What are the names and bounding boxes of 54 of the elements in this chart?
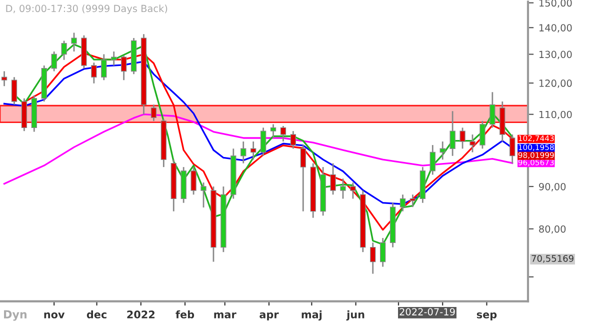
candlestick [71, 32, 77, 52]
chart-title: D, 09:00-17:30 (9999 Days Back) [6, 4, 168, 14]
candlestick [350, 182, 356, 200]
x-tick-label: dec [86, 310, 106, 318]
candlestick [430, 144, 436, 176]
candlestick [250, 140, 256, 160]
x-tick-label: nov [44, 312, 65, 318]
candlestick [330, 162, 336, 196]
candlestick [290, 130, 296, 150]
y-tick-label: 130,00 [539, 50, 572, 60]
y-tick-label: 140,00 [539, 24, 572, 32]
candlestick [101, 54, 107, 81]
y-tick-label: 80,00 [539, 225, 566, 234]
candlestick [440, 140, 446, 160]
candlestick [470, 134, 476, 153]
x-tick-label: feb [176, 310, 194, 318]
candlestick [460, 126, 466, 150]
candlestick [190, 166, 196, 196]
candlestick [480, 120, 486, 150]
candlestick [1, 70, 8, 87]
text: Dyn [4, 310, 27, 321]
x-tick-label: mar [214, 312, 236, 318]
candlestick [490, 91, 496, 128]
candlestick [260, 126, 266, 157]
x-tick-label: 2022 [127, 310, 154, 318]
x-tick-label: sep [476, 312, 497, 320]
x-tick-label: jun [346, 310, 364, 321]
candlestick [450, 110, 456, 157]
candlestick [510, 134, 516, 164]
candlestick [111, 50, 117, 66]
candlestick [11, 76, 18, 106]
y-tick-label: 90,00 [539, 182, 566, 192]
candlestick [400, 194, 406, 212]
candlestick [370, 242, 376, 275]
candlestick [61, 40, 67, 61]
candlestick [300, 144, 306, 212]
candlestick [51, 50, 57, 72]
candlestick [380, 237, 386, 268]
candlestick [91, 62, 97, 84]
candlestick [150, 104, 157, 122]
y-tick-label: 110,00 [539, 110, 572, 120]
candlestick [410, 194, 416, 208]
y-tick-label: 120,00 [539, 80, 572, 88]
candlestick [270, 124, 276, 139]
candlestick [280, 125, 286, 142]
text: 2022-07-19 [400, 308, 455, 316]
text: 70,55169 [532, 254, 574, 263]
candlestick [200, 182, 206, 208]
candlestick [340, 178, 346, 200]
candlestick [120, 54, 127, 81]
line-series [3, 114, 514, 185]
candlestick [240, 140, 246, 164]
x-tick-label: maj [302, 310, 322, 321]
x-tick-label: apr [260, 312, 279, 320]
